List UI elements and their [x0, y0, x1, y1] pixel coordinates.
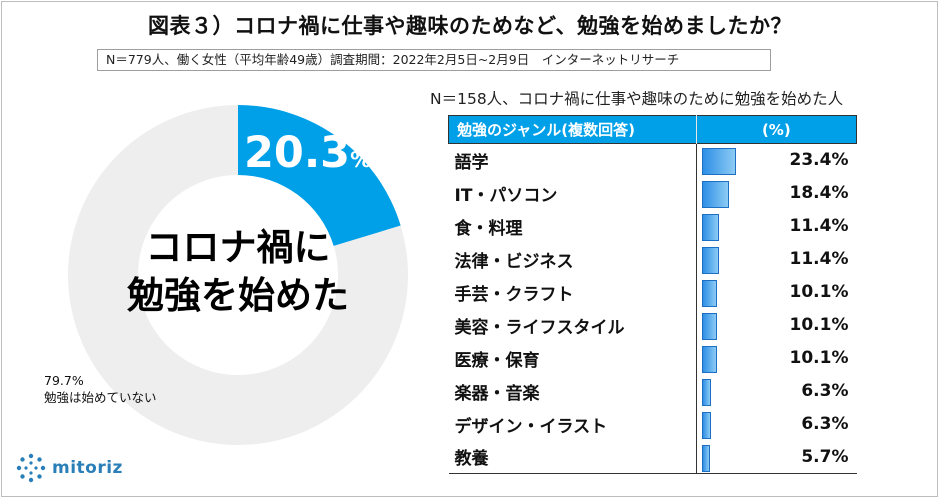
not-started-label: 79.7% 勉強は始めていない — [44, 372, 157, 406]
genre-value-cell: 10.1% — [695, 275, 857, 309]
genre-value-label: 6.3% — [801, 413, 849, 434]
genre-value-label: 6.3% — [801, 380, 849, 401]
table-subtitle: N＝158人、コロナ禍に仕事や趣味のために勉強を始めた人 — [430, 90, 844, 108]
table-row: デザイン・イラスト 6.3% — [449, 407, 857, 441]
table-row: 楽器・音楽 6.3% — [449, 374, 857, 408]
logo-text: mitoriz — [52, 458, 123, 478]
genre-value-cell: 6.3% — [695, 374, 857, 408]
genre-label: 医療・保育 — [454, 350, 540, 371]
center-label-line1: コロナ禍に — [145, 226, 331, 269]
genre-bar — [701, 279, 717, 307]
genre-bar — [701, 180, 729, 208]
genre-value-label: 11.4% — [789, 215, 849, 236]
genre-label: 法律・ビジネス — [454, 251, 574, 272]
genre-label: デザイン・イラスト — [454, 416, 608, 437]
genre-value-cell: 5.7% — [695, 440, 857, 474]
genre-label: 美容・ライフスタイル — [454, 317, 625, 338]
genre-value-cell: 10.1% — [695, 308, 857, 342]
table-row: 美容・ライフスタイル 10.1% — [449, 308, 857, 342]
genre-value-label: 23.4% — [789, 150, 849, 170]
center-label-line2: 勉強を始めた — [127, 274, 349, 317]
table-row: 医療・保育 10.1% — [449, 341, 857, 375]
pie-slice-started — [238, 105, 401, 246]
pie-slice-not-started — [68, 105, 409, 445]
table-row: 食・料理 11.4% — [449, 209, 857, 243]
genre-value-label: 10.1% — [789, 347, 849, 368]
genre-bar — [701, 444, 711, 472]
genre-bar — [701, 246, 719, 274]
donut-center-label: コロナ禍に 勉強を始めた — [100, 224, 376, 320]
genre-value-cell: 11.4% — [695, 242, 857, 276]
column-header-genre: 勉強のジャンル(複数回答) — [448, 115, 697, 144]
mitoriz-logo: mitoriz — [16, 453, 123, 483]
figure-title: 図表３）コロナ禍に仕事や趣味のためなど、勉強を始めましたか？ — [148, 14, 792, 38]
genre-label: IT・パソコン — [454, 185, 558, 206]
table-row: 手芸・クラフト 10.1% — [449, 275, 857, 309]
genre-value-cell: 18.4% — [695, 176, 857, 210]
table-row: 法律・ビジネス 11.4% — [449, 242, 857, 276]
genre-label: 教養 — [448, 440, 697, 474]
genre-bar — [701, 378, 711, 406]
table-row: IT・パソコン 18.4% — [449, 176, 857, 210]
logo-icon — [16, 453, 46, 483]
genre-value-cell: 23.4% — [695, 143, 857, 177]
table-row: 語学 23.4% — [449, 143, 857, 177]
genre-value-cell: 10.1% — [695, 341, 857, 375]
table-row: 教養 5.7% — [448, 440, 857, 474]
genre-label: 食・料理 — [454, 218, 523, 239]
started-percent-label: 20.3% — [244, 128, 372, 178]
genre-label: 語学 — [454, 152, 489, 173]
genre-value-label: 10.1% — [789, 314, 849, 335]
not-started-text: 勉強は始めていない — [44, 390, 157, 405]
genre-value-cell: 11.4% — [695, 209, 857, 243]
genre-value-label: 10.1% — [789, 281, 849, 302]
genre-table: 勉強のジャンル(複数回答) (%) 語学 23.4% IT・パソコン 18.4% 食・料… — [448, 115, 857, 474]
genre-value-label: 18.4% — [789, 182, 849, 203]
genre-label: 手芸・クラフト — [454, 284, 574, 305]
genre-bar — [701, 345, 717, 373]
genre-value-label: 5.7% — [801, 446, 849, 467]
genre-bar — [701, 213, 719, 241]
genre-bar — [701, 312, 717, 340]
genre-value-label: 11.4% — [789, 248, 849, 269]
genre-label: 楽器・音楽 — [454, 383, 540, 404]
not-started-percent: 79.7% — [44, 373, 84, 388]
genre-value-cell: 6.3% — [695, 407, 857, 441]
genre-bar — [701, 148, 737, 175]
genre-bar — [701, 411, 711, 439]
column-header-percent: (%) — [695, 115, 857, 144]
survey-note: N＝779人、働く女性（平均年齢49歳）調査期間：2022年2月5日~2月9日 … — [97, 49, 771, 71]
